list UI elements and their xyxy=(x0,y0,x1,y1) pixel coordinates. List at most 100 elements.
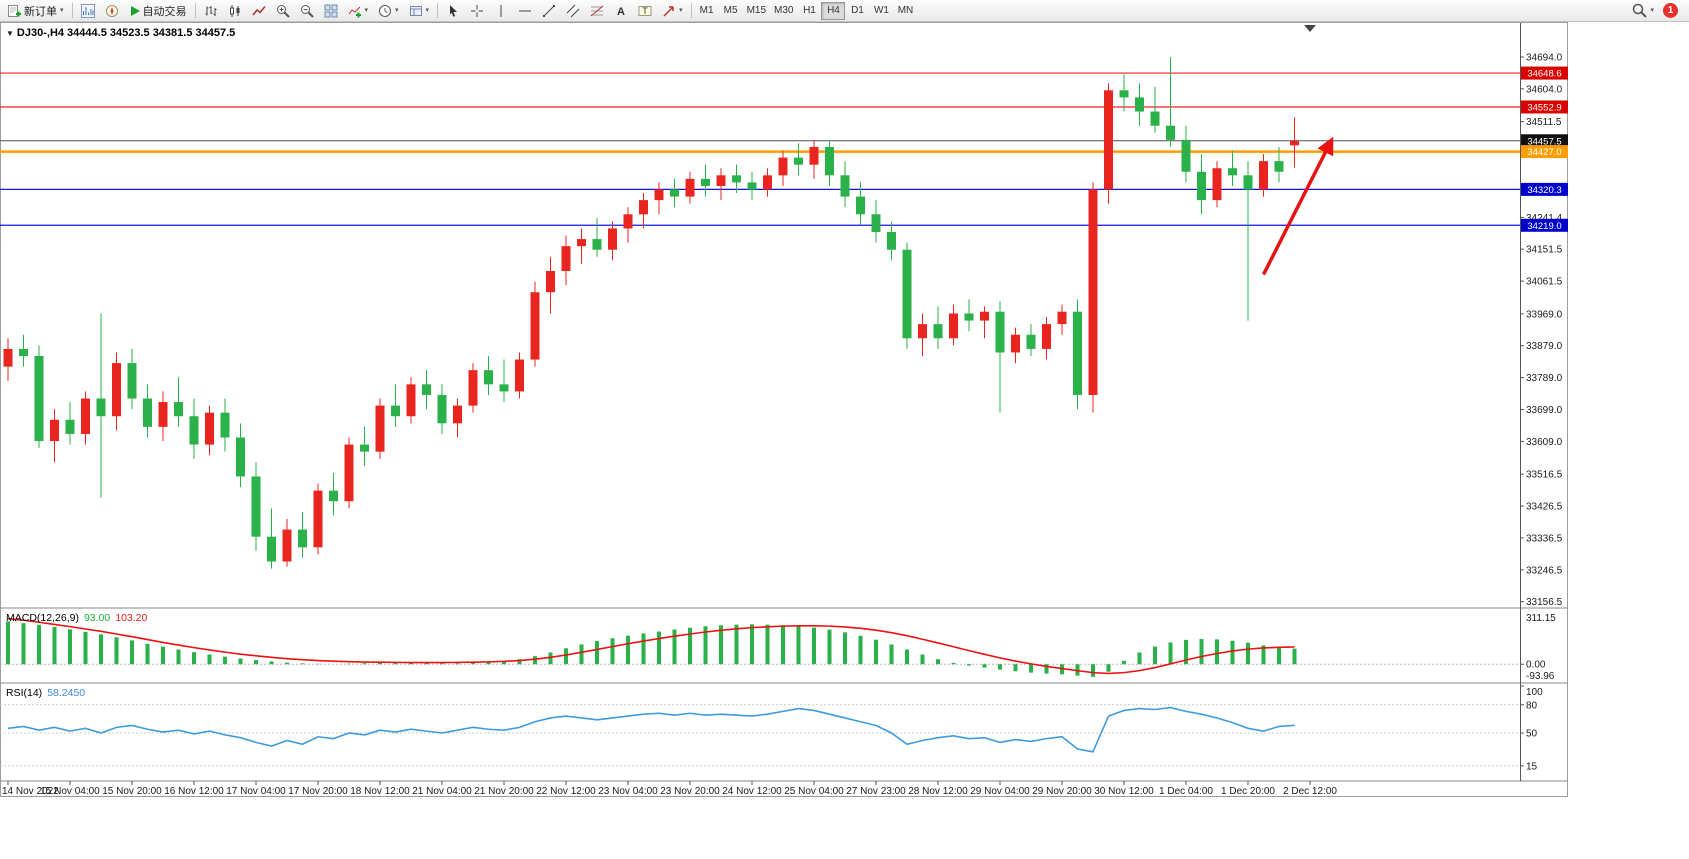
candle xyxy=(887,232,896,250)
price-axis-label: 33426.5 xyxy=(1526,502,1563,513)
candle xyxy=(50,419,59,442)
new-order-button[interactable]: 新订单 ▾ xyxy=(4,1,68,20)
symbol-dropdown-icon[interactable]: ▼ xyxy=(6,28,14,38)
candlestick-chart-icon xyxy=(229,4,240,17)
indicators-button[interactable]: ▾ xyxy=(344,1,373,20)
price-axis-label: 34061.5 xyxy=(1526,277,1563,288)
channel-icon xyxy=(566,4,580,17)
timeframe-mn[interactable]: MN xyxy=(893,2,917,20)
candle xyxy=(747,182,757,190)
candle xyxy=(732,175,741,183)
trendline-button[interactable] xyxy=(538,1,560,20)
periods-button[interactable]: ▾ xyxy=(374,1,403,20)
candle xyxy=(437,394,447,424)
zoom-in-button[interactable] xyxy=(272,1,294,20)
price-axis-label: 34694.0 xyxy=(1526,52,1563,63)
price-badge-34552.9 xyxy=(1521,100,1568,114)
candle xyxy=(980,311,989,321)
channel-button[interactable] xyxy=(562,1,584,20)
trend-arrow-annotation[interactable] xyxy=(1261,136,1334,276)
crosshair-button[interactable] xyxy=(466,1,488,20)
cursor-button[interactable] xyxy=(442,1,464,20)
candle xyxy=(1197,171,1206,201)
candle xyxy=(546,270,555,293)
candle xyxy=(267,536,276,562)
chart-window-frame[interactable] xyxy=(0,22,1568,797)
time-axis-label: 15 Nov 20:00 xyxy=(102,786,162,797)
price-axis-label: 34241.4 xyxy=(1526,213,1563,224)
templates-button[interactable]: ▾ xyxy=(405,1,434,20)
candle xyxy=(499,384,509,392)
price-axis-label: 33609.0 xyxy=(1526,437,1563,448)
candle xyxy=(561,246,571,271)
clock-icon xyxy=(379,4,392,17)
candle xyxy=(794,157,803,165)
bars-chart-button[interactable] xyxy=(200,1,222,20)
toolbar-separator xyxy=(71,3,73,18)
candle xyxy=(856,196,865,215)
timeframe-m1[interactable]: M1 xyxy=(695,2,719,20)
horizontal-line-button[interactable] xyxy=(514,1,536,20)
candle xyxy=(933,324,943,339)
price-axis-label: 33699.0 xyxy=(1526,405,1563,416)
autoscroll-marker[interactable] xyxy=(1304,25,1316,32)
candle xyxy=(1274,161,1284,172)
candlestick-chart-button[interactable] xyxy=(224,1,246,20)
timeframe-h4[interactable]: H4 xyxy=(821,1,846,20)
candle xyxy=(701,178,710,186)
chart-title-bar: ▼ DJ30-,H4 34444.5 34523.5 34381.5 34457… xyxy=(6,27,235,39)
text-label-button[interactable]: T xyxy=(634,1,656,20)
candle xyxy=(143,398,152,427)
candle xyxy=(1166,125,1175,140)
line-chart-icon xyxy=(251,5,266,15)
notification-badge[interactable]: 1 xyxy=(1663,3,1678,18)
main-toolbar: 新订单 ▾ 自动交易 ▾ ▾ ▾ xyxy=(0,0,1689,22)
timeframe-m30[interactable]: M30 xyxy=(770,2,797,20)
candle xyxy=(360,444,369,452)
tile-windows-icon xyxy=(324,4,338,17)
time-axis-label: 14 Nov 2022 xyxy=(2,786,59,797)
timeframe-m15[interactable]: M15 xyxy=(743,2,770,20)
market-watch-button[interactable] xyxy=(77,1,99,20)
candle xyxy=(1057,311,1067,325)
crosshair-icon xyxy=(471,4,484,17)
text-button[interactable]: A xyxy=(610,1,632,20)
tile-windows-button[interactable] xyxy=(320,1,342,20)
macd-axis-label: 311.15 xyxy=(1526,613,1556,624)
vertical-line-button[interactable] xyxy=(490,1,512,20)
search-button[interactable]: ▾ xyxy=(1628,1,1658,20)
time-axis-label: 18 Nov 12:00 xyxy=(350,786,410,797)
candle xyxy=(1073,311,1082,395)
timeframe-w1[interactable]: W1 xyxy=(869,2,893,20)
candle xyxy=(1290,140,1299,146)
autotrading-play-icon xyxy=(130,5,140,16)
line-chart-button[interactable] xyxy=(248,1,270,20)
macd-signal-line xyxy=(7,617,1295,675)
zoom-out-button[interactable] xyxy=(296,1,318,20)
autotrading-button[interactable]: 自动交易 xyxy=(125,1,191,20)
search-icon xyxy=(1633,3,1648,18)
candle xyxy=(763,175,772,190)
macd-histogram xyxy=(6,621,1297,677)
toolbar-separator xyxy=(690,3,692,18)
timeframe-d1[interactable]: D1 xyxy=(845,2,869,20)
indicators-icon xyxy=(348,6,361,17)
candle xyxy=(81,398,90,434)
navigator-button[interactable] xyxy=(101,1,123,20)
svg-text:A: A xyxy=(617,6,625,18)
fibonacci-button[interactable] xyxy=(586,1,608,20)
candle xyxy=(1119,90,1129,98)
price-badge-text: 34320.3 xyxy=(1527,185,1561,196)
candle xyxy=(515,359,524,392)
timeframe-h1[interactable]: H1 xyxy=(797,2,821,20)
candle xyxy=(406,384,416,417)
time-axis-label: 21 Nov 20:00 xyxy=(474,786,534,797)
bars-chart-icon xyxy=(205,5,217,16)
arrows-button[interactable]: ▾ xyxy=(658,1,687,20)
price-axis-label: 34511.5 xyxy=(1526,117,1562,128)
rsi-line xyxy=(7,706,1295,753)
new-order-icon xyxy=(8,4,21,17)
cursor-icon xyxy=(450,4,458,17)
timeframe-m5[interactable]: M5 xyxy=(719,2,743,20)
